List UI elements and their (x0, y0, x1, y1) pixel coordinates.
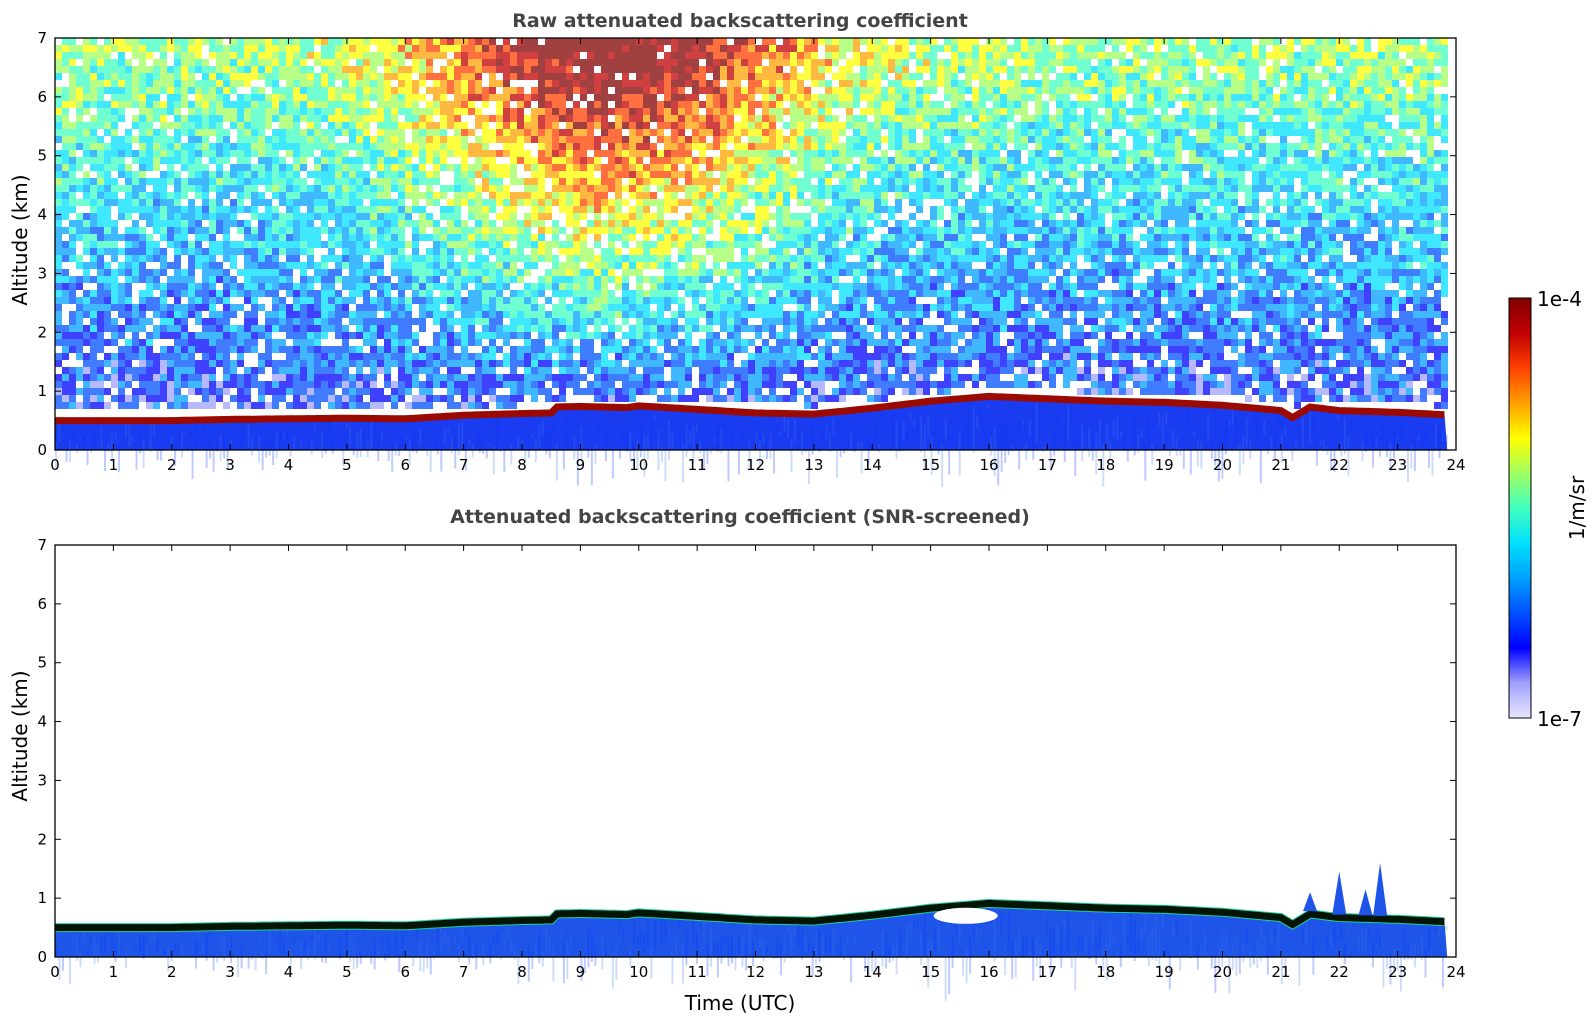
colorbar-min-label: 1e-7 (1537, 707, 1582, 731)
x-tick-label: 10 (629, 456, 648, 474)
x-tick-label: 12 (746, 456, 765, 474)
y-tick-label: 3 (37, 264, 47, 282)
x-tick-label: 19 (1155, 456, 1174, 474)
x-tick-label: 5 (342, 963, 352, 981)
y-tick-label: 4 (37, 206, 47, 224)
x-tick-label: 14 (863, 963, 882, 981)
x-tick-label: 2 (167, 456, 177, 474)
plume-2 (1358, 889, 1373, 916)
colorbar-gradient (1508, 297, 1532, 719)
plume-1 (1373, 862, 1388, 916)
y-tick-label: 2 (37, 323, 47, 341)
x-tick-label: 19 (1155, 963, 1174, 981)
y-tick-label: 5 (37, 147, 47, 165)
x-tick-label: 23 (1388, 456, 1407, 474)
y-tick-label: 0 (37, 441, 47, 459)
x-tick-label: 20 (1213, 456, 1232, 474)
layer-texture (55, 908, 1448, 1001)
x-tick-label: 4 (284, 456, 294, 474)
x-tick-label: 1 (109, 456, 119, 474)
data-gap (933, 907, 998, 924)
layer-top-line (55, 392, 1445, 425)
x-tick-label: 1 (109, 963, 119, 981)
x-tick-label: 15 (921, 456, 940, 474)
x-tick-label: 5 (342, 456, 352, 474)
x-tick-label: 11 (688, 963, 707, 981)
x-tick-label: 22 (1330, 456, 1349, 474)
x-tick-label: 0 (50, 963, 60, 981)
boundary-layer (55, 393, 1448, 450)
chart-title-screened: Attenuated backscattering coefficient (S… (450, 506, 1030, 528)
x-tick-label: 3 (225, 963, 235, 981)
x-tick-label: 16 (979, 456, 998, 474)
x-tick-label: 2 (167, 963, 177, 981)
plume-0 (1332, 871, 1347, 915)
x-tick-label: 13 (804, 963, 823, 981)
plot-frame (54, 544, 1457, 958)
x-tick-label: 12 (746, 963, 765, 981)
x-tick-label: 18 (1096, 456, 1115, 474)
x-tick-label: 9 (576, 963, 586, 981)
x-tick-label: 23 (1388, 963, 1407, 981)
x-tick-label: 8 (517, 963, 527, 981)
boundary-layer (55, 900, 1448, 957)
x-tick-label: 4 (284, 963, 294, 981)
y-tick-label: 6 (37, 595, 47, 613)
x-tick-label: 16 (979, 963, 998, 981)
y-tick-label: 1 (37, 889, 47, 907)
x-tick-label: 24 (1446, 456, 1465, 474)
layer-texture (55, 401, 1448, 487)
x-tick-label: 18 (1096, 963, 1115, 981)
y-axis-label-raw: Altitude (km) (8, 174, 32, 305)
y-tick-label: 7 (37, 29, 47, 47)
y-tick-label: 3 (37, 771, 47, 789)
x-tick-label: 7 (459, 963, 469, 981)
y-tick-label: 4 (37, 713, 47, 731)
x-tick-label: 10 (629, 963, 648, 981)
y-tick-label: 2 (37, 830, 47, 848)
y-tick-label: 5 (37, 654, 47, 672)
x-tick-label: 3 (225, 456, 235, 474)
x-tick-label: 17 (1038, 456, 1057, 474)
chart-title-raw: Raw attenuated backscattering coefficien… (512, 10, 968, 32)
y-tick-label: 7 (37, 536, 47, 554)
x-axis-label: Time (UTC) (684, 991, 796, 1015)
x-tick-label: 14 (863, 456, 882, 474)
x-tick-label: 17 (1038, 963, 1057, 981)
x-tick-label: 13 (804, 456, 823, 474)
x-tick-label: 22 (1330, 963, 1349, 981)
x-tick-label: 20 (1213, 963, 1232, 981)
background-noise (55, 38, 1448, 409)
layer-top-line (55, 899, 1445, 932)
colorbar-unit-label: 1/m/sr (1565, 475, 1589, 540)
x-tick-label: 7 (459, 456, 469, 474)
y-tick-label: 6 (37, 88, 47, 106)
x-tick-label: 21 (1271, 456, 1290, 474)
x-tick-label: 24 (1446, 963, 1465, 981)
y-tick-label: 1 (37, 382, 47, 400)
x-tick-label: 11 (688, 456, 707, 474)
y-tick-label: 0 (37, 948, 47, 966)
colorbar-max-label: 1e-4 (1537, 287, 1582, 311)
y-axis-label-screened: Altitude (km) (8, 670, 32, 801)
x-tick-label: 15 (921, 963, 940, 981)
colorbar: 1e-4 1e-7 1/m/sr (1508, 287, 1589, 731)
x-tick-label: 8 (517, 456, 527, 474)
x-tick-label: 6 (400, 456, 410, 474)
x-tick-label: 6 (400, 963, 410, 981)
x-tick-label: 21 (1271, 963, 1290, 981)
panel-raw: Raw attenuated backscattering coefficien… (8, 10, 1466, 487)
panel-screened: Attenuated backscattering coefficient (S… (8, 506, 1466, 1015)
x-tick-label: 0 (50, 456, 60, 474)
plume-3 (1303, 892, 1318, 912)
x-tick-label: 9 (576, 456, 586, 474)
